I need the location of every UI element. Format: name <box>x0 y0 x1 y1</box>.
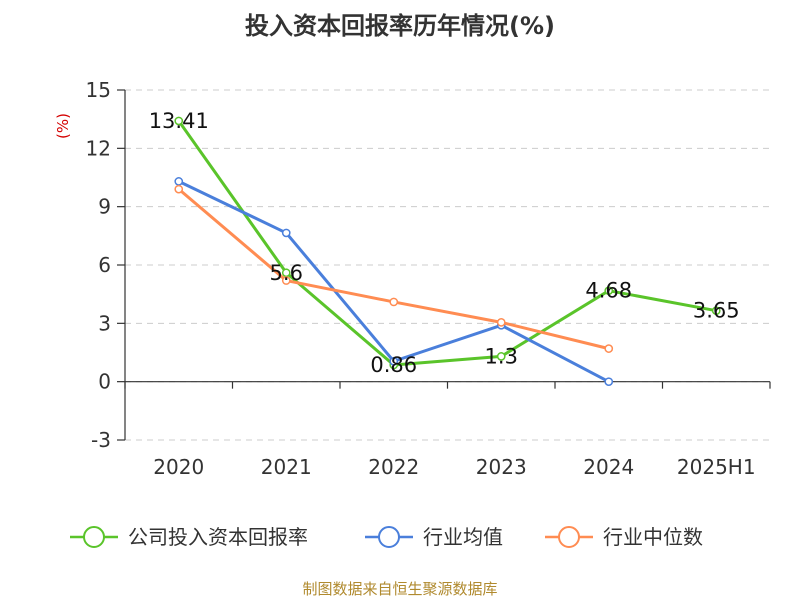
y-tick-label: 0 <box>98 370 111 394</box>
x-tick-label: 2021 <box>261 455 312 479</box>
data-labels: 13.41 5.6 0.86 1.3 4.68 3.65 <box>149 109 740 377</box>
data-point <box>174 184 184 194</box>
y-axis-unit: (%) <box>54 113 72 139</box>
y-tick-label: 15 <box>86 78 111 102</box>
x-tick-label: 2025H1 <box>677 455 756 479</box>
series-layer <box>174 116 721 387</box>
data-point <box>174 116 184 126</box>
legend-label: 行业均值 <box>423 525 503 549</box>
legend-label: 公司投入资本回报率 <box>128 525 308 549</box>
legend-item-1: 行业均值 <box>365 525 503 549</box>
legend-item-2: 行业中位数 <box>545 525 703 549</box>
y-tick-label: 3 <box>98 311 111 335</box>
legend-marker <box>558 526 580 548</box>
data-point <box>496 352 506 361</box>
data-point <box>711 306 721 316</box>
data-point <box>174 177 184 186</box>
x-tick-label: 2020 <box>153 455 204 479</box>
y-tick-label: 6 <box>98 253 111 277</box>
x-tick-label: 2022 <box>368 455 419 479</box>
legend-item-0: 公司投入资本回报率 <box>70 525 308 549</box>
x-tick-label: 2023 <box>476 455 527 479</box>
chart-title: 投入资本回报率历年情况(%) <box>245 12 555 40</box>
y-tick-label: -3 <box>91 428 111 452</box>
data-point <box>389 297 399 307</box>
data-label: 4.68 <box>585 279 632 303</box>
y-tick-label: 12 <box>86 136 111 160</box>
legend-marker <box>378 526 400 548</box>
legend-label: 行业中位数 <box>603 525 703 549</box>
data-point <box>496 318 506 327</box>
data-point <box>604 377 614 387</box>
legend-marker <box>83 526 105 548</box>
data-label: 0.86 <box>370 353 417 377</box>
legend: 公司投入资本回报率 行业均值 行业中位数 <box>70 525 703 549</box>
y-tick-label: 9 <box>98 195 111 219</box>
data-label: 5.6 <box>270 261 303 285</box>
data-point <box>389 356 399 366</box>
data-label: 1.3 <box>485 344 518 368</box>
axes: -3 0 3 6 9 12 15 2020 2021 2022 2023 2024 2025H1 <box>86 78 771 479</box>
series-line-1 <box>178 180 610 383</box>
data-point <box>604 344 614 353</box>
data-point <box>281 276 291 285</box>
data-source-note: 制图数据来自恒生聚源数据库 <box>302 580 497 598</box>
data-point <box>604 286 614 296</box>
data-point <box>281 228 291 238</box>
data-label: 13.41 <box>149 109 209 133</box>
series-line-0 <box>177 120 717 367</box>
data-label: 3.65 <box>693 299 740 323</box>
x-tick-label: 2024 <box>583 455 634 479</box>
